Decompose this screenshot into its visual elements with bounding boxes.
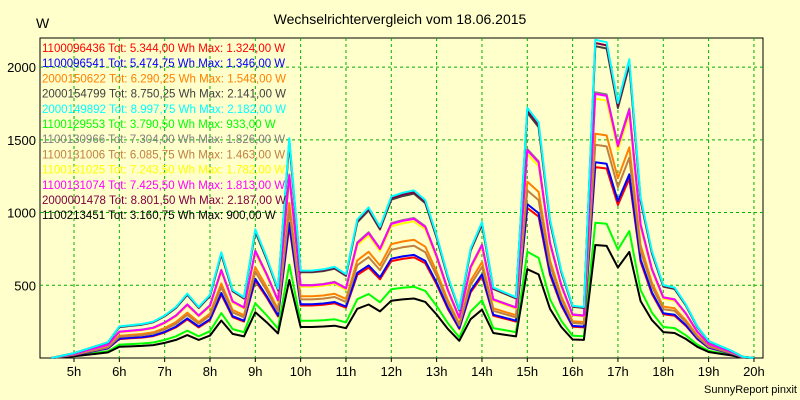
x-tick-label: 7h xyxy=(157,364,171,379)
y-tick-label: 2000 xyxy=(7,60,36,75)
x-tick-label: 20h xyxy=(743,364,765,379)
x-tick-label: 17h xyxy=(607,364,629,379)
x-tick-label: 8h xyxy=(203,364,217,379)
series-line-1100096541 xyxy=(51,161,754,359)
x-tick-label: 9h xyxy=(248,364,262,379)
series-line-1100213451 xyxy=(51,244,754,359)
footer-credit: SunnyReport pinxit xyxy=(704,384,797,396)
series-line-1100129553 xyxy=(51,221,754,359)
x-tick-label: 6h xyxy=(112,364,126,379)
legend-entry-1100096436: 1100096436 Tot: 5.344,00 Wh Max: 1.324,0… xyxy=(42,43,285,55)
x-tick-label: 16h xyxy=(562,364,584,379)
legend-entry-1100213451: 1100213451 Tot: 3.160,75 Wh Max: 900,00 … xyxy=(42,210,276,222)
legend-entry-2000150622: 2000150622 Tot: 6.290,25 Wh Max: 1.548,0… xyxy=(42,73,286,85)
series-line-1100131074 xyxy=(51,92,754,359)
legend-entry-2000154799: 2000154799 Tot: 8.750,25 Wh Max: 2.141,0… xyxy=(42,89,286,101)
x-tick-label: 5h xyxy=(67,364,81,379)
legend-entry-1100131074: 1100131074 Tot: 7.425,50 Wh Max: 1.813,0… xyxy=(42,180,285,192)
y-axis-label: W xyxy=(36,15,50,31)
series-line-2000149892 xyxy=(51,38,755,359)
x-tick-label: 15h xyxy=(516,364,538,379)
legend-entry-1100131025: 1100131025 Tot: 7.243,50 Wh Max: 1.782,0… xyxy=(42,165,285,177)
y-tick-label: 1000 xyxy=(7,206,36,221)
legend-entry-1100129553: 1100129553 Tot: 3.790,50 Wh Max: 933,00 … xyxy=(42,119,276,131)
series-line-1100131006 xyxy=(51,143,754,359)
legend-entry-1100096541: 1100096541 Tot: 5.474,75 Wh Max: 1.346,0… xyxy=(42,58,285,70)
x-tick-label: 14h xyxy=(471,364,493,379)
x-tick-label: 11h xyxy=(336,364,357,379)
x-tick-label: 13h xyxy=(426,364,448,379)
x-tick-label: 10h xyxy=(290,364,312,379)
legend-entry-1100130966: 1100130966 Tot: 7.304,00 Wh Max: 1.826,0… xyxy=(42,134,285,146)
x-tick-label: 12h xyxy=(380,364,402,379)
y-tick-label: 1500 xyxy=(7,133,36,148)
chart-title: Wechselrichtervergleich vom 18.06.2015 xyxy=(274,11,527,27)
y-tick-label: 500 xyxy=(14,278,36,293)
legend-entry-1100131006: 1100131006 Tot: 6.085,75 Wh Max: 1.463,0… xyxy=(42,149,285,161)
legend-entry-2000001478: 2000001478 Tot: 8.801,50 Wh Max: 2.187,0… xyxy=(42,195,286,207)
legend-entry-2000149892: 2000149892 Tot: 8.997,75 Wh Max: 2.182,0… xyxy=(42,104,286,116)
x-tick-label: 19h xyxy=(698,364,720,379)
x-tick-label: 18h xyxy=(652,364,674,379)
